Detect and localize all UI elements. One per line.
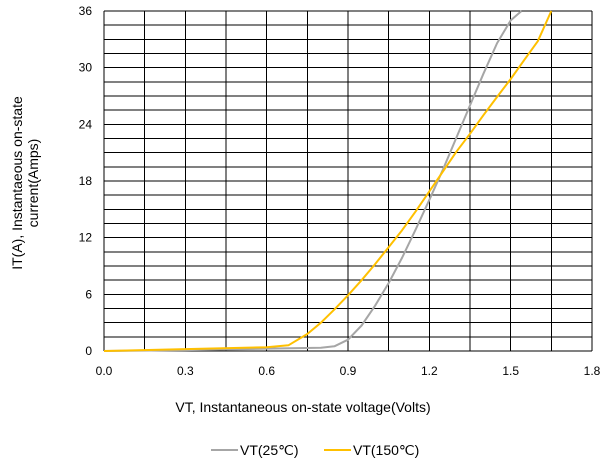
legend-item-150c: VT(150℃) <box>324 442 419 458</box>
series-layer <box>103 10 553 352</box>
series-line-0 <box>103 10 523 352</box>
y-axis-title-line-2: current(Amps) <box>25 139 41 228</box>
legend-item-25c: VT(25℃) <box>211 442 299 458</box>
x-axis-title: VT, Instantaneous on-state voltage(Volts… <box>175 399 430 415</box>
legend-label-150c: VT(150℃) <box>353 442 419 458</box>
y-tick-label: 24 <box>79 117 93 131</box>
y-axis-title: IT(A), Instantaeous on-state current(Amp… <box>9 96 41 270</box>
legend: VT(25℃) VT(150℃) <box>211 442 419 458</box>
series-line-1 <box>103 10 553 352</box>
y-tick-label: 18 <box>79 174 93 188</box>
y-tick-label: 0 <box>85 344 92 358</box>
x-tick-label: 1.2 <box>421 364 438 378</box>
legend-label-25c: VT(25℃) <box>240 442 299 458</box>
y-tick-label: 6 <box>85 287 92 301</box>
x-tick-label: 0.3 <box>177 364 194 378</box>
x-tick-label: 0.6 <box>258 364 275 378</box>
y-tick-label: 12 <box>79 231 93 245</box>
x-tick-label: 0.9 <box>340 364 357 378</box>
y-tick-label: 30 <box>79 61 93 75</box>
x-tick-label: 0.0 <box>96 364 113 378</box>
y-tick-label: 36 <box>79 4 93 18</box>
x-tick-label: 1.5 <box>502 364 519 378</box>
tick-labels: 0.0 0.3 0.6 0.9 1.2 1.5 1.8 0 6 12 18 24 30 36 <box>79 4 601 378</box>
y-axis-title-line-1: IT(A), Instantaeous on-state <box>9 96 25 270</box>
grid <box>103 10 593 352</box>
x-tick-label: 1.8 <box>584 364 601 378</box>
